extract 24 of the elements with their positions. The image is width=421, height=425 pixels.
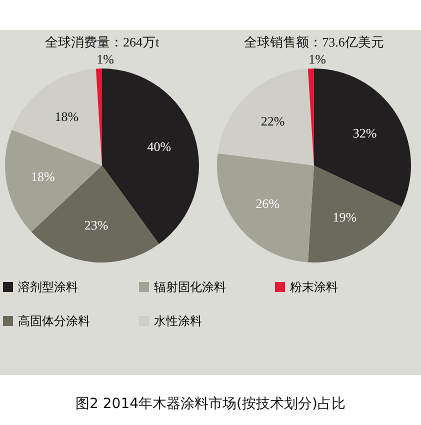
legend-label: 粉末涂料: [290, 280, 338, 294]
pie-slice: [217, 153, 314, 262]
data-label: 23%: [84, 217, 108, 232]
data-label: 32%: [352, 125, 377, 140]
data-label: 22%: [260, 114, 285, 129]
data-label: 1%: [96, 52, 114, 67]
data-label: 40%: [147, 138, 172, 154]
legend-label: 水性涂料: [154, 314, 202, 328]
legend-label: 溶剂型涂料: [18, 280, 78, 294]
pie-slice: [31, 166, 160, 262]
pie-slice: [12, 68, 102, 166]
pie-slice: [308, 166, 402, 262]
legend-label: 辐射固化涂料: [154, 280, 226, 294]
pie-slice: [314, 68, 411, 207]
chart-title: 全球销售额：73.6亿美元: [244, 34, 384, 50]
data-label: 1%: [308, 52, 326, 67]
data-label: 18%: [31, 168, 56, 184]
data-label: 26%: [256, 196, 280, 211]
chart-title: 全球消费量：264万t: [44, 34, 160, 50]
data-label: 19%: [332, 209, 357, 224]
legend-label: 高固体分涂料: [18, 314, 90, 328]
caption: 图2 2014年木器涂料市场(按技术划分)占比: [74, 395, 346, 413]
data-label: 18%: [54, 108, 79, 124]
pie-slice: [218, 68, 314, 166]
